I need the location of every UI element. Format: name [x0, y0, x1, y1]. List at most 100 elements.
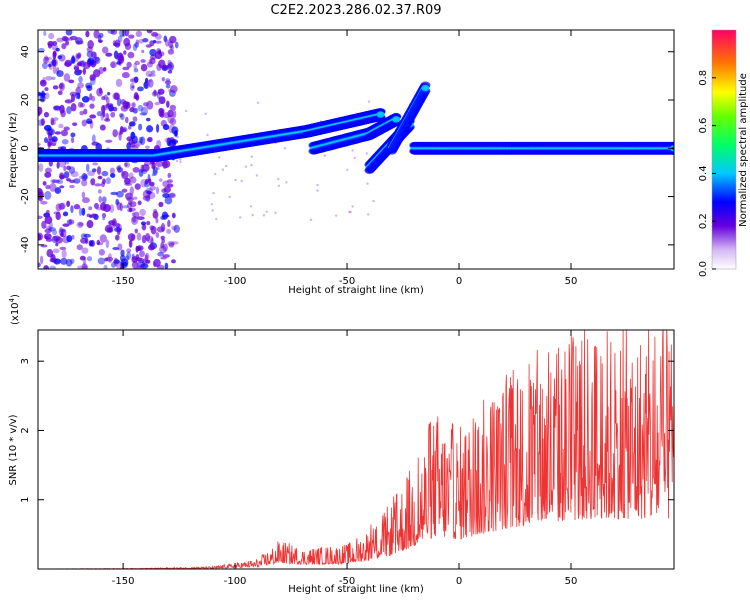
spectrogram-cell	[129, 82, 135, 92]
spectrogram-cell	[60, 257, 68, 265]
spectrogram-cell	[126, 248, 132, 253]
spectrogram-cell	[129, 107, 135, 113]
spectrogram-cell	[161, 211, 169, 220]
spectrogram-cell	[144, 77, 149, 83]
spectrogram-cell	[44, 92, 50, 100]
spectrogram-cell	[45, 184, 51, 190]
spectrogram-cell	[149, 48, 157, 57]
spectrogram-cell	[40, 200, 48, 205]
spectrogram-cell	[133, 68, 139, 73]
spectrogram-cell	[159, 178, 163, 182]
spectrogram-cell	[94, 183, 102, 187]
spectrogram-cell	[56, 161, 60, 169]
spectrogram-cell	[47, 138, 52, 148]
spectrogram-cell	[131, 212, 136, 217]
snr-y-scale-prefix: (x10	[10, 302, 21, 325]
spectrogram-cell	[111, 262, 116, 268]
spectrogram-cell	[107, 30, 116, 34]
spectrogram-cell	[164, 262, 169, 269]
spectrogram-cell	[44, 171, 52, 178]
spectrogram-cell	[127, 51, 135, 59]
spectrogram-cell	[167, 109, 174, 118]
spectrogram-cell	[116, 97, 122, 107]
spectrogram-cell	[103, 204, 111, 213]
spectrogram-cell	[112, 246, 120, 251]
spectrogram-cell	[118, 113, 124, 118]
spectrogram-cell	[83, 233, 91, 238]
spectrogram-cell	[66, 200, 71, 207]
spectrogram-cell	[142, 169, 148, 175]
spectrogram-cell	[86, 118, 93, 124]
spectrogram-x-tick-label: 50	[565, 276, 578, 287]
spectrogram-cell	[49, 265, 57, 269]
spectrogram-cell	[128, 207, 133, 213]
spectrogram-cell	[127, 233, 136, 241]
spectrogram-cell	[101, 46, 109, 54]
spectrogram-cell	[110, 62, 116, 69]
spectrogram-cell	[142, 190, 151, 199]
spectrogram-cell	[108, 105, 114, 112]
spectrogram-cell	[55, 47, 60, 52]
spectrogram-cell	[143, 81, 149, 89]
colorbar-ticks: 0.00.20.40.60.8	[698, 70, 716, 277]
spectrogram-cell	[140, 63, 148, 72]
spectrogram-cell	[43, 265, 49, 269]
spectrogram-cell	[52, 229, 58, 236]
spectrogram-cell	[316, 183, 319, 187]
spectrogram-cell	[81, 172, 88, 181]
spectrogram-cell	[81, 263, 88, 269]
snr-y-scale-suffix: )	[10, 294, 21, 298]
spectrogram-cell	[221, 168, 225, 171]
spectrogram-cell	[103, 264, 108, 269]
spectrogram-cell	[52, 85, 59, 90]
spectrogram-cell	[158, 107, 165, 115]
spectrogram-cell	[76, 40, 80, 45]
spectrogram-cell	[51, 44, 59, 51]
spectrogram-x-tick-label: -150	[112, 276, 135, 287]
spectrogram-cell	[171, 212, 176, 219]
spectrogram-cell	[59, 229, 66, 233]
spectrogram-cell	[51, 179, 60, 184]
spectrogram-cell	[89, 74, 96, 81]
spectrogram-cell	[167, 219, 171, 228]
spectrogram-cell	[70, 103, 77, 112]
spectrogram-cell	[74, 92, 81, 99]
spectrogram-cell	[81, 207, 86, 216]
spectrogram-y-tick-label: 20	[20, 94, 31, 107]
spectrogram-cell	[277, 184, 281, 188]
spectrogram-cell	[166, 179, 173, 184]
spectrogram-cell	[118, 132, 122, 141]
spectrogram-cell	[98, 248, 106, 256]
spectrogram-cell	[164, 196, 173, 205]
spectrogram-cell	[285, 181, 288, 184]
spectrogram-cell	[114, 39, 121, 48]
spectrogram-cell	[62, 211, 69, 217]
spectrogram-cell	[162, 193, 170, 198]
spectrogram-cell	[38, 191, 45, 198]
spectrogram-cell	[171, 259, 176, 264]
spectrogram-cell	[81, 247, 89, 254]
spectrogram-x-tick-label: 0	[456, 276, 462, 287]
spectrogram-cell	[64, 61, 72, 67]
spectrogram-cell	[107, 91, 111, 96]
spectrogram-cell	[323, 154, 327, 157]
spectrogram-cell	[52, 40, 58, 46]
spectrogram-cell	[151, 70, 156, 75]
spectrogram-cell	[59, 174, 66, 180]
spectrogram-cell	[61, 249, 67, 259]
spectrogram-cell	[60, 129, 69, 137]
spectrogram-cell	[38, 142, 41, 147]
spectrogram-cell	[105, 52, 113, 57]
spectrogram-cell	[134, 41, 139, 48]
spectrogram-cell	[148, 78, 154, 88]
spectrogram-cell	[68, 219, 73, 225]
spectrogram-cell	[262, 214, 266, 217]
spectrogram-cell	[121, 188, 128, 193]
spectrogram-cell	[99, 32, 104, 38]
spectrogram-cell	[43, 124, 52, 132]
spectrogram-cell	[116, 201, 122, 211]
spectrogram-cell	[53, 105, 61, 111]
spectrogram-cell	[131, 85, 135, 89]
spectrogram-cell	[162, 123, 170, 131]
